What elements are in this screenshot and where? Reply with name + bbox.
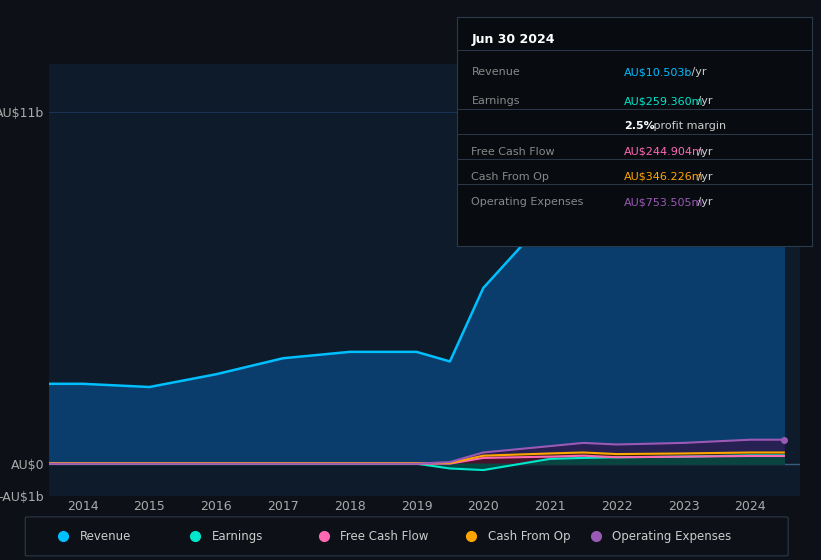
Text: AU$259.360m: AU$259.360m	[624, 96, 704, 106]
Text: /yr: /yr	[695, 172, 713, 182]
Text: Operating Expenses: Operating Expenses	[471, 197, 584, 207]
Text: Jun 30 2024: Jun 30 2024	[471, 33, 555, 46]
Text: Revenue: Revenue	[80, 530, 131, 543]
Text: Earnings: Earnings	[212, 530, 264, 543]
Text: AU$10.503b: AU$10.503b	[624, 67, 692, 77]
Text: Revenue: Revenue	[471, 67, 521, 77]
Text: /yr: /yr	[695, 147, 713, 157]
FancyBboxPatch shape	[25, 517, 788, 556]
Text: Cash From Op: Cash From Op	[488, 530, 570, 543]
Text: /yr: /yr	[688, 67, 706, 77]
Text: Cash From Op: Cash From Op	[471, 172, 549, 182]
Text: profit margin: profit margin	[649, 122, 726, 131]
Text: AU$346.226m: AU$346.226m	[624, 172, 704, 182]
Text: 2.5%: 2.5%	[624, 122, 654, 131]
Text: AU$753.505m: AU$753.505m	[624, 197, 704, 207]
Text: Earnings: Earnings	[471, 96, 520, 106]
Text: Free Cash Flow: Free Cash Flow	[471, 147, 555, 157]
Text: Operating Expenses: Operating Expenses	[612, 530, 732, 543]
Text: AU$244.904m: AU$244.904m	[624, 147, 704, 157]
Text: /yr: /yr	[695, 96, 713, 106]
Text: Free Cash Flow: Free Cash Flow	[340, 530, 429, 543]
Text: /yr: /yr	[695, 197, 713, 207]
